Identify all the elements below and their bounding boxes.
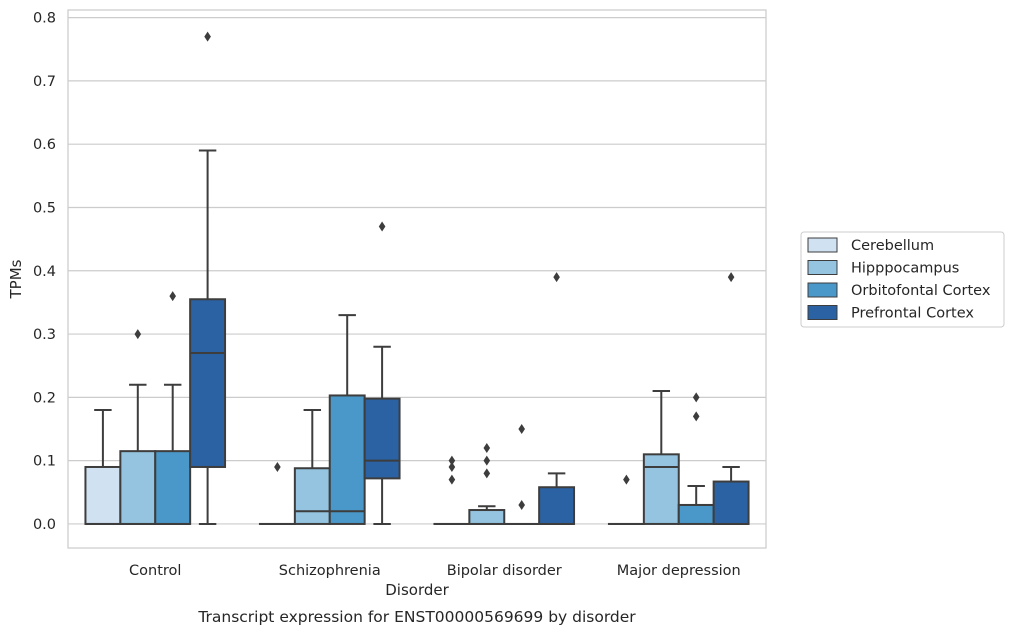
y-tick-label: 0.8 — [33, 11, 56, 27]
legend-swatch — [807, 237, 838, 253]
outlier-point — [483, 468, 491, 479]
outlier-point — [483, 442, 491, 453]
box — [328, 394, 366, 525]
legend-label: Prefrontal Cortex — [851, 306, 974, 322]
box-groups — [84, 31, 750, 525]
y-tick-label: 0.1 — [33, 454, 56, 470]
x-tick-label: Schizophrenia — [279, 563, 381, 579]
x-tick-label: Bipolar disorder — [447, 563, 562, 579]
legend-frame — [800, 231, 1005, 328]
box — [468, 509, 506, 525]
outlier-point — [623, 474, 630, 485]
box — [154, 450, 192, 525]
legend-swatch — [807, 305, 838, 320]
y-tick-label: 0.7 — [33, 74, 56, 90]
series-group — [189, 31, 750, 525]
outlier-point — [134, 329, 142, 340]
outlier-point — [448, 461, 456, 472]
y-tick-label: 0.3 — [33, 327, 56, 343]
box — [677, 503, 715, 525]
legend: Cerebellum Hipppocampus Orbitofontal Corte… — [800, 231, 1005, 328]
series-group — [154, 291, 715, 525]
box — [119, 450, 157, 525]
x-tick-labels: Control Schizophrenia Bipolar disorder Majo… — [129, 563, 741, 579]
outlier-point — [483, 455, 491, 466]
legend-label: Hipppocampus — [851, 261, 959, 277]
chart-title: Transcript expression for ENST0000056969… — [197, 608, 636, 626]
legend-label: Cerebellum — [851, 238, 934, 254]
plot-frame — [67, 9, 767, 549]
x-tick-label: Control — [129, 563, 181, 579]
outlier-point — [204, 31, 211, 42]
outlier-point — [692, 392, 700, 403]
outlier-point — [448, 474, 456, 485]
box — [712, 480, 750, 525]
legend-swatch — [807, 260, 838, 275]
y-tick-label: 0.4 — [33, 264, 56, 280]
y-axis-label: TPMs — [7, 259, 25, 299]
outlier-point — [518, 499, 525, 510]
outlier-point — [692, 411, 700, 422]
outlier-point — [727, 272, 735, 283]
outlier-point — [169, 291, 176, 302]
box — [538, 486, 576, 525]
outlier-point — [274, 461, 281, 472]
y-tick-label: 0.6 — [33, 137, 56, 153]
y-tick-labels: 0.0 0.1 0.2 0.3 0.4 0.5 0.6 0.7 0.8 — [33, 11, 56, 533]
box — [293, 467, 331, 525]
box — [642, 453, 680, 525]
x-axis-label: Disorder — [385, 581, 449, 599]
outlier-point — [518, 424, 525, 435]
box — [363, 397, 401, 480]
legend-swatch — [807, 282, 838, 298]
x-tick-label: Major depression — [617, 563, 741, 579]
box — [189, 298, 227, 468]
box — [84, 465, 122, 525]
outlier-point — [448, 455, 456, 466]
series-group — [119, 329, 680, 525]
legend-label: Orbitofontal Cortex — [851, 283, 991, 299]
outlier-point — [553, 272, 560, 283]
y-tick-label: 0.2 — [33, 390, 56, 406]
outlier-point — [378, 221, 386, 232]
y-tick-label: 0.5 — [33, 200, 56, 216]
y-tick-label: 0.0 — [33, 517, 56, 533]
